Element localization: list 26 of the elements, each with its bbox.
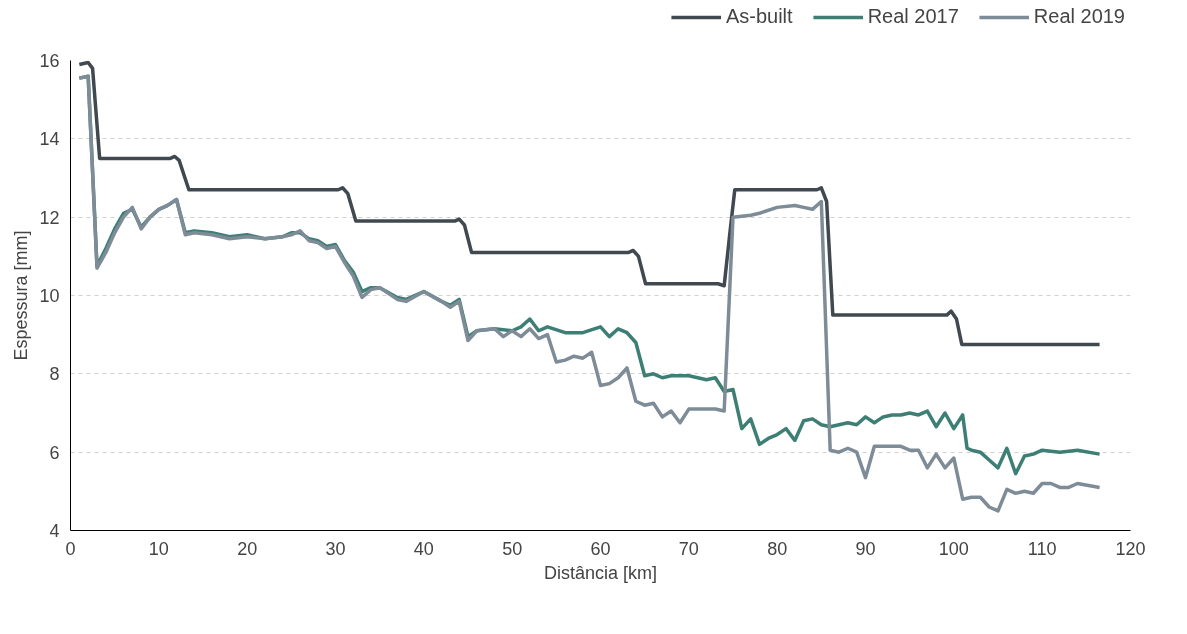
x-tick-label: 10 [148,538,169,559]
x-tick-label: 30 [325,538,346,559]
line-series [77,60,1102,347]
legend-label: Real 2019 [1033,5,1125,28]
x-tick-label: 0 [65,538,76,559]
x-tick-label: 90 [855,538,876,559]
y-tick-label: 14 [39,129,60,150]
x-tick-label: 40 [413,538,434,559]
x-tick-label: 120 [1115,538,1146,559]
legend-label: Real 2017 [867,5,959,28]
y-tick-label: 4 [49,521,60,541]
y-tick-label: 10 [39,286,60,306]
y-tick-label: 6 [49,442,60,463]
x-tick-label: 100 [938,538,969,559]
x-tick-label: 50 [502,538,523,559]
legend-label: As-built [725,5,793,28]
y-tick-label: 16 [39,51,60,71]
y-tick-label: 8 [49,364,60,385]
x-tick-label: 60 [590,538,611,559]
x-tick-label: 20 [237,538,258,559]
y-tick-label: 12 [39,207,60,228]
x-tick-label: 70 [678,538,699,559]
x-axis-title: Distância [km] [543,562,658,583]
y-axis-title: Espessura [mm] [11,230,32,361]
x-tick-label: 80 [767,538,788,559]
x-tick-label: 110 [1027,538,1057,559]
